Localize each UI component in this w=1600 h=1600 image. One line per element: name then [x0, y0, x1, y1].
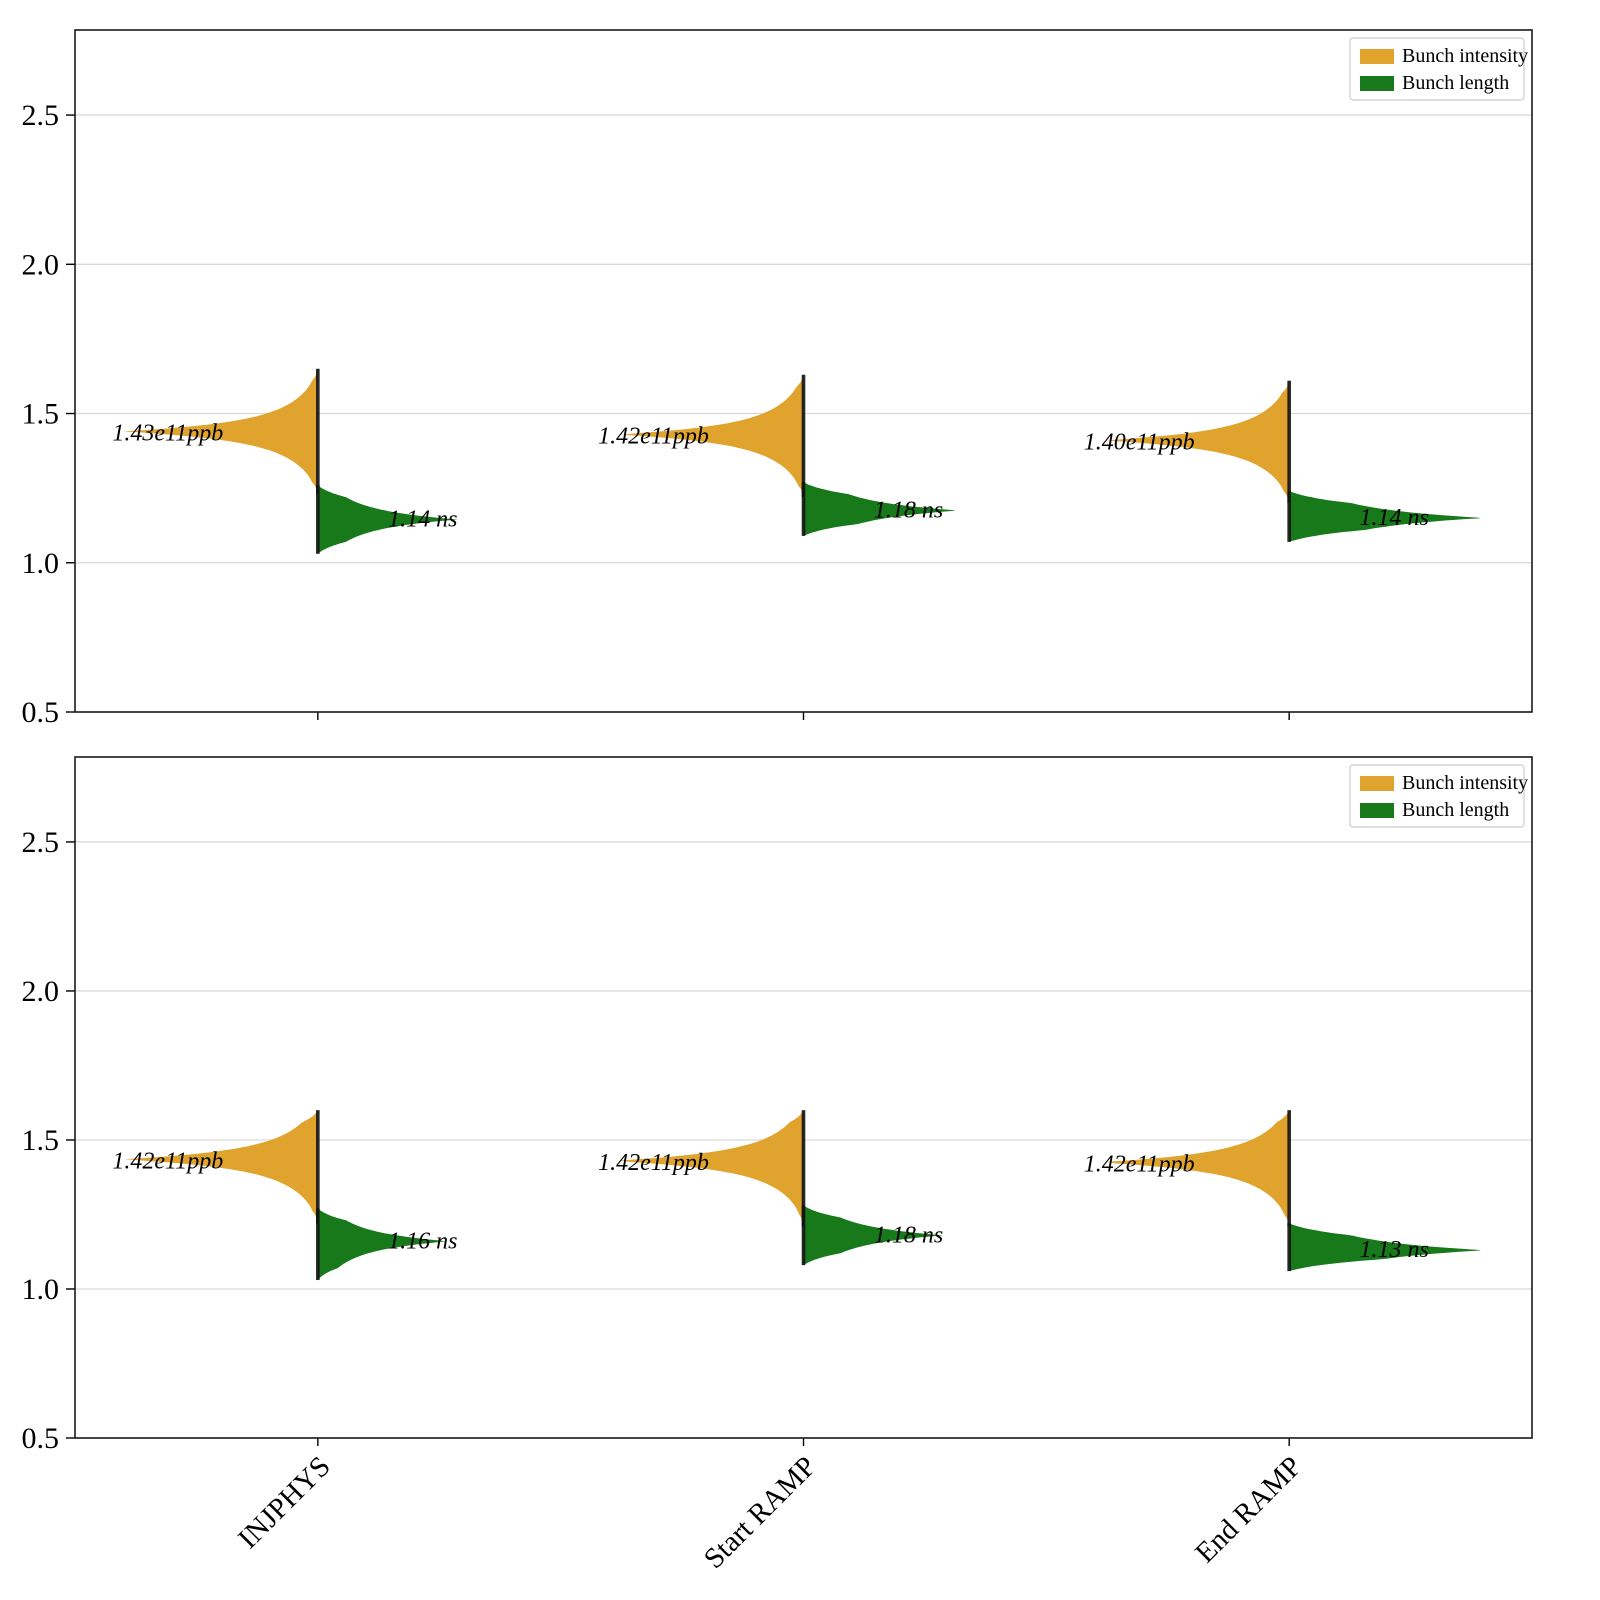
legend-label: Bunch intensity	[1402, 772, 1528, 794]
y-tick-label: 2.5	[22, 826, 60, 859]
legend-swatch	[1360, 803, 1394, 818]
value-annotation: 1.42e11ppb	[1084, 1151, 1195, 1177]
violin-center-strip	[1287, 1223, 1291, 1272]
legend-swatch	[1360, 49, 1394, 64]
violin-bunch-intensity	[122, 368, 318, 495]
violin-bunch-length	[1289, 491, 1481, 542]
y-tick-label: 0.5	[22, 696, 60, 729]
violin-bunch-intensity	[124, 1110, 318, 1224]
violin-bunch-length	[803, 482, 955, 536]
panel-bottom: 0.5 1.0 1.5 2.0 2.5 INJPHYS Start RAMP End RAMP…	[22, 756, 1533, 1575]
violin-center-strip	[801, 1205, 806, 1266]
violin-center-strip	[1287, 1110, 1291, 1227]
violin-center-strip	[801, 374, 806, 498]
value-annotation: 1.18 ns	[874, 1222, 943, 1248]
panel-top: 0.5 1.0 1.5 2.0 2.5 1.43e11ppb 1.42e11ppb 1.40e…	[22, 29, 1533, 729]
y-tick-label: 2.0	[22, 248, 60, 281]
value-annotation: 1.14 ns	[388, 506, 457, 532]
legend-label: Bunch length	[1402, 72, 1509, 94]
value-annotation: 1.18 ns	[874, 498, 943, 524]
violin-bunch-intensity	[620, 374, 804, 498]
value-annotation: 1.13 ns	[1359, 1237, 1428, 1263]
value-annotation: 1.42e11ppb	[598, 1150, 709, 1176]
legend-swatch	[1360, 76, 1394, 91]
y-tick-label: 2.5	[22, 99, 60, 132]
violin-center-strip	[316, 368, 320, 495]
value-annotation: 1.14 ns	[1359, 505, 1428, 531]
violin-bunch-intensity	[618, 1110, 804, 1227]
y-tick-label: 1.0	[22, 547, 60, 580]
x-tick-label: Start RAMP	[698, 1450, 823, 1575]
violin-center-strip	[316, 485, 320, 554]
y-tick-label: 1.5	[22, 1124, 60, 1157]
y-tick-label: 1.5	[22, 398, 60, 431]
violin-bunch-intensity	[1107, 1110, 1290, 1227]
violin-center-strip	[801, 1110, 806, 1227]
violin-center-strip	[316, 1110, 320, 1224]
x-tick-label: End RAMP	[1189, 1450, 1308, 1569]
value-annotation: 1.40e11ppb	[1084, 429, 1195, 455]
value-annotation: 1.42e11ppb	[598, 423, 709, 449]
legend-label: Bunch length	[1402, 799, 1509, 821]
plot-frame	[74, 29, 1533, 713]
y-tick-label: 1.0	[22, 1273, 60, 1306]
violin-center-strip	[1287, 380, 1291, 504]
violin-bunch-length	[317, 485, 458, 554]
violin-center-strip	[801, 482, 806, 536]
x-tick-label: INJPHYS	[232, 1450, 337, 1555]
plot-frame	[74, 756, 1533, 1439]
legend-label: Bunch intensity	[1402, 45, 1528, 67]
y-tick-label: 0.5	[22, 1422, 60, 1455]
legend-swatch	[1360, 776, 1394, 791]
violin-center-strip	[316, 1208, 320, 1281]
y-tick-label: 2.0	[22, 975, 60, 1008]
value-annotation: 1.42e11ppb	[112, 1148, 223, 1174]
value-annotation: 1.43e11ppb	[112, 420, 223, 446]
violin-bunch-length	[1289, 1223, 1481, 1272]
value-annotation: 1.16 ns	[388, 1228, 457, 1254]
violin-bunch-intensity	[1106, 380, 1290, 504]
violin-bunch-length	[803, 1205, 944, 1266]
violin-center-strip	[1287, 491, 1291, 542]
violin-bunch-length	[317, 1208, 446, 1280]
